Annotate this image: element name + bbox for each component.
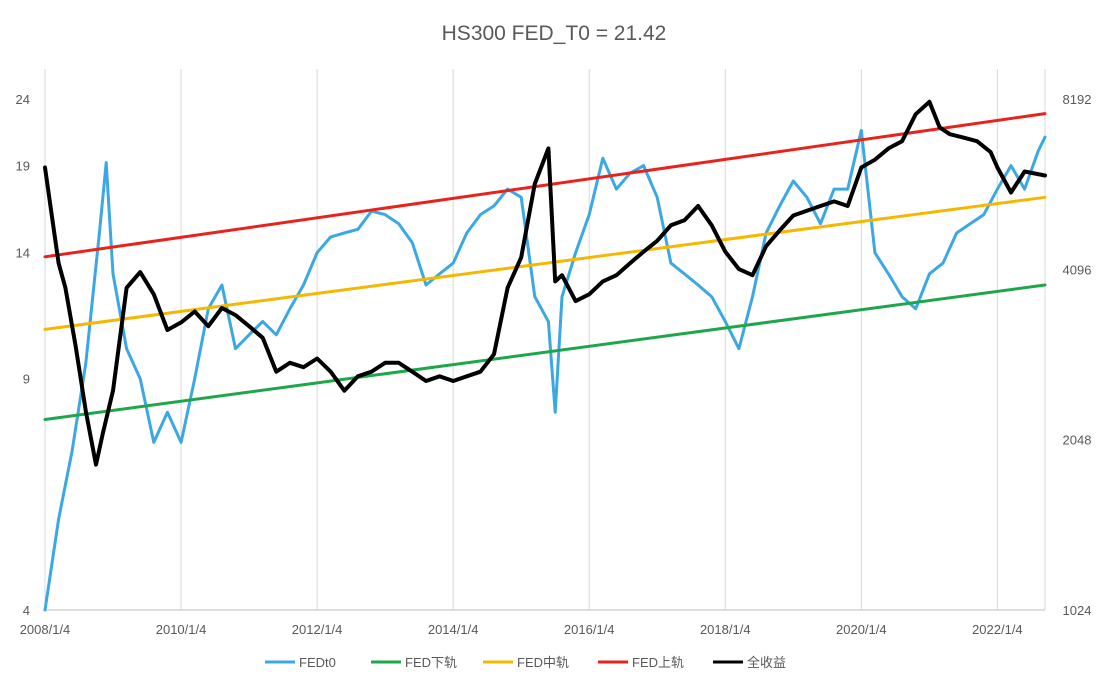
y-right-tick-label: 4096 xyxy=(1063,262,1092,277)
y-right-tick-label: 1024 xyxy=(1063,603,1092,618)
x-tick-label: 2010/1/4 xyxy=(156,622,207,637)
y-right-tick-label: 8192 xyxy=(1063,92,1092,107)
y-left-tick-label: 4 xyxy=(23,603,30,618)
x-tick-label: 2008/1/4 xyxy=(20,622,71,637)
series-line-0 xyxy=(43,128,1047,612)
axes: 2008/1/4 2010/1/4 2012/1/4 2014/1/4 2016/1/4… xyxy=(16,92,1092,637)
legend-label-3: FED上轨 xyxy=(632,655,684,670)
y-left-tick-label: 14 xyxy=(16,246,30,261)
x-tick-label: 2016/1/4 xyxy=(564,622,615,637)
x-tick-label: 2012/1/4 xyxy=(292,622,343,637)
series-lines xyxy=(43,99,1047,612)
x-tick-label: 2018/1/4 xyxy=(700,622,751,637)
x-tick-label: 2020/1/4 xyxy=(836,622,887,637)
series-line-1 xyxy=(43,283,1047,421)
x-tick-label: 2014/1/4 xyxy=(428,622,479,637)
series-line-4 xyxy=(43,99,1047,467)
legend-label-2: FED中轨 xyxy=(517,655,569,670)
gridlines xyxy=(44,69,1046,610)
y-left-tick-label: 19 xyxy=(16,159,30,174)
series-line-3 xyxy=(43,112,1047,259)
series-line-2 xyxy=(43,195,1047,331)
x-tick-label: 2022/1/4 xyxy=(972,622,1023,637)
chart-title: HS300 FED_T0 = 21.42 xyxy=(442,22,667,45)
y-right-tick-label: 2048 xyxy=(1063,433,1092,448)
y-left-tick-label: 9 xyxy=(23,372,30,387)
legend-label-4: 全收益 xyxy=(747,655,786,670)
legend-label-0: FEDt0 xyxy=(299,655,336,670)
legend: FEDt0 FED下轨 FED中轨 FED上轨 全收益 xyxy=(265,655,786,670)
legend-label-1: FED下轨 xyxy=(405,655,457,670)
y-left-tick-label: 24 xyxy=(16,92,30,107)
